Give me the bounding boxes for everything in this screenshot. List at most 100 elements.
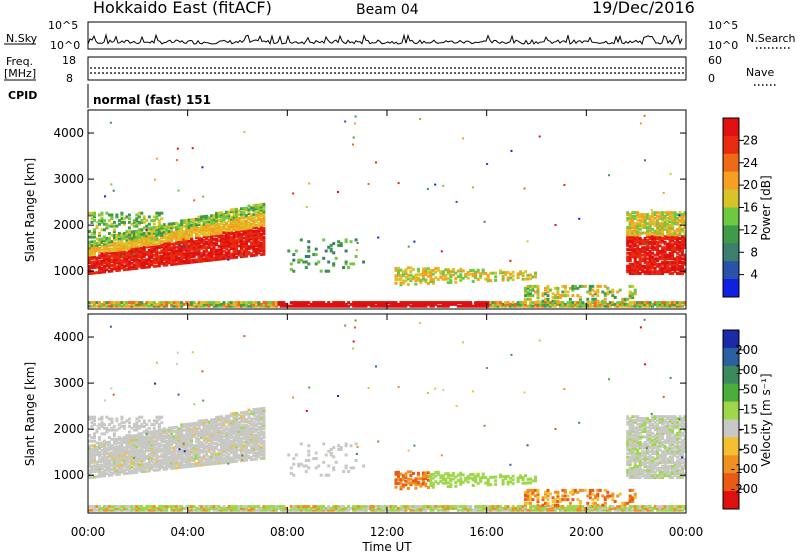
echo-cell — [638, 259, 642, 263]
echo-cell — [175, 444, 179, 448]
echo-cell — [294, 249, 298, 253]
echo-cell — [155, 419, 159, 423]
echo-cell — [245, 427, 248, 431]
echo-cell — [93, 434, 96, 438]
echo-cell — [240, 448, 243, 452]
echo-cell — [240, 426, 243, 429]
echo-cell — [88, 444, 91, 448]
echo-cell — [152, 454, 156, 458]
echo-cell — [140, 424, 144, 428]
echo-cell — [115, 248, 119, 252]
echo-cell — [421, 302, 425, 306]
echo-cell — [598, 301, 602, 305]
echo-cell — [180, 458, 184, 462]
echo-cell — [132, 447, 136, 451]
echo-cell — [491, 304, 495, 308]
echo-cell — [252, 448, 256, 452]
echo-cell — [140, 438, 144, 442]
echo-cell — [646, 302, 650, 306]
echo-cell — [157, 264, 161, 268]
echo-cell — [190, 459, 194, 463]
echo-cell — [678, 227, 682, 231]
echo-cell — [140, 453, 144, 457]
echo-cell — [245, 223, 248, 227]
echo-cell — [645, 243, 648, 246]
echo-cell — [185, 428, 189, 432]
echo-cell — [661, 262, 665, 266]
echo-cell — [292, 301, 296, 305]
echo-cell — [307, 240, 311, 244]
echo-cell — [626, 446, 630, 450]
echo-cell — [631, 218, 635, 222]
echo-cell — [237, 304, 241, 308]
echo-cell — [167, 445, 171, 449]
echo-cell — [230, 449, 233, 453]
echo-cell — [212, 256, 216, 260]
echo-cell — [190, 464, 194, 468]
echo-cell — [245, 453, 248, 457]
echo-cell — [190, 238, 194, 242]
echo-cell — [681, 216, 684, 220]
echo-cell — [117, 470, 121, 474]
echo-cell — [663, 262, 667, 266]
echo-cell — [646, 231, 650, 235]
echo-cell — [140, 442, 144, 446]
echo-cell — [222, 253, 226, 257]
echo-cell — [130, 239, 134, 243]
echo-cell — [205, 461, 209, 465]
echo-cell — [167, 434, 171, 437]
echo-cell — [641, 218, 645, 222]
echo-cell — [165, 445, 169, 449]
echo-cell — [232, 244, 236, 248]
echo-cell — [215, 428, 219, 432]
echo-cell — [250, 228, 253, 232]
echo-cell — [671, 237, 675, 240]
echo-cell — [676, 251, 679, 255]
echo-cell — [247, 301, 251, 305]
echo-cell — [105, 251, 109, 255]
echo-cell — [220, 437, 224, 441]
echo-cell — [230, 239, 233, 243]
echo-cell — [240, 233, 243, 237]
echo-cell — [643, 272, 647, 275]
echo-cell — [656, 214, 660, 218]
echo-cell — [100, 448, 104, 452]
echo-cell — [641, 301, 645, 305]
echo-cell — [122, 257, 126, 261]
echo-cell — [115, 469, 119, 473]
echo-cell — [459, 276, 463, 280]
echo-cell — [185, 433, 189, 437]
echo-cell — [227, 240, 231, 243]
echo-cell — [626, 415, 630, 419]
echo-cell — [519, 272, 523, 276]
echo-cell — [628, 302, 632, 306]
echo-cell — [142, 436, 146, 439]
echo-cell — [142, 444, 146, 448]
echo-cell — [259, 302, 263, 306]
echo-cell — [135, 426, 139, 430]
echo-cell — [112, 467, 116, 471]
echo-cell — [673, 242, 677, 246]
echo-cell — [262, 226, 266, 230]
echo-cell — [125, 447, 129, 451]
echo-cell — [98, 452, 101, 456]
echo-cell — [578, 217, 581, 220]
echo-cell — [187, 444, 191, 448]
echo-cell — [259, 232, 263, 236]
echo-cell — [122, 426, 126, 430]
echo-cell — [671, 257, 675, 261]
echo-cell — [202, 242, 206, 246]
echo-cell — [259, 407, 263, 411]
echo-cell — [220, 433, 224, 437]
echo-cell — [170, 246, 174, 250]
echo-cell — [254, 235, 258, 239]
echo-cell — [245, 238, 248, 241]
echo-cell — [411, 275, 415, 279]
echo-cell — [177, 251, 181, 254]
echo-cell — [90, 459, 94, 463]
echo-cell — [162, 249, 166, 252]
echo-cell — [152, 237, 156, 241]
echo-cell — [354, 304, 358, 308]
echo-cell — [474, 270, 478, 274]
echo-cell — [210, 421, 214, 425]
